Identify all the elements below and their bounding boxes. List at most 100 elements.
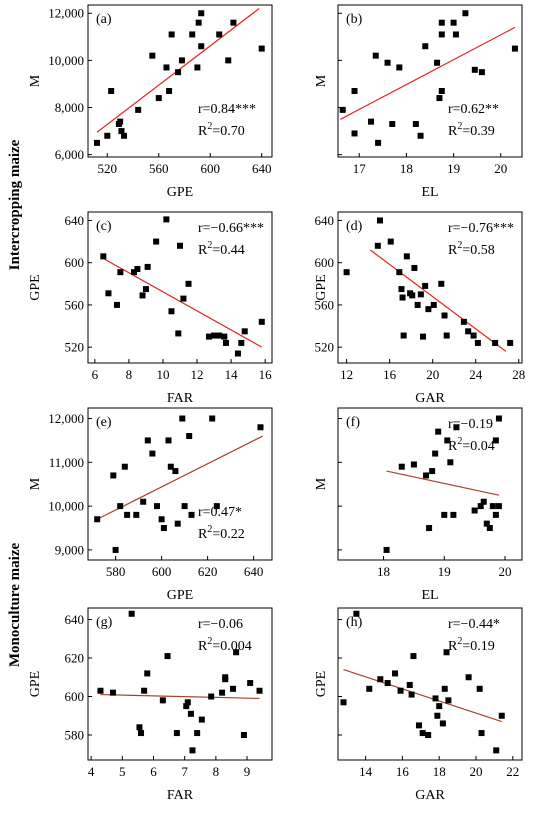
data-point (110, 472, 117, 479)
x-axis-label: EL (421, 588, 438, 603)
data-point (153, 238, 160, 245)
data-point (439, 720, 446, 727)
stat-r2: R2=0.19 (448, 636, 495, 654)
x-tick-label: 16 (259, 367, 273, 382)
data-point (441, 511, 448, 518)
data-point (154, 503, 160, 510)
x-tick-label: 18 (433, 764, 446, 779)
panel-h: 14 16 18 20 22 GAR GPE (h) r=−0.44* R2=0.19 (314, 607, 523, 803)
data-point (198, 716, 205, 723)
plot-frame (87, 607, 273, 761)
x-tick-label: 19 (438, 564, 451, 579)
data-point (387, 238, 394, 245)
data-point (478, 69, 485, 76)
y-tick-label: 12,000 (48, 6, 84, 21)
stat-r2-superscript: 2 (457, 240, 462, 251)
stat-r2-value: =0.44 (212, 243, 244, 258)
x-axis-label: GPE (167, 185, 193, 200)
y-tick-label: 8,000 (55, 100, 84, 115)
x-tick-label: 19 (447, 161, 460, 176)
y-axis-label: GPE (314, 274, 329, 300)
plot-frame (87, 407, 273, 561)
x-tick-label: 28 (512, 367, 525, 382)
row-title-monoculture: Monoculture maize (7, 542, 23, 668)
data-point (429, 468, 436, 475)
data-point (453, 424, 460, 431)
data-point (434, 59, 441, 66)
data-point (112, 546, 119, 553)
x-tick-label: 6 (92, 367, 99, 382)
data-point (113, 301, 120, 308)
data-point (198, 43, 205, 50)
data-point (159, 697, 166, 704)
data-point (498, 712, 505, 719)
data-point (216, 31, 223, 38)
data-point (435, 428, 442, 435)
x-tick-label: 600 (152, 564, 172, 579)
data-point (172, 468, 179, 475)
data-point (460, 318, 467, 325)
data-point (441, 685, 448, 692)
regression-line (103, 257, 263, 348)
data-point (230, 19, 237, 26)
panel-label: (f) (346, 415, 360, 430)
data-point (178, 57, 185, 64)
panel-label: (g) (96, 615, 113, 630)
data-point (105, 290, 112, 297)
data-point (134, 266, 141, 273)
data-point (462, 10, 469, 17)
data-point (117, 503, 124, 510)
data-point (507, 339, 514, 346)
y-tick-label: 640 (65, 213, 85, 228)
panel-label: (d) (346, 219, 363, 234)
data-point (489, 503, 496, 510)
data-point (131, 269, 137, 276)
data-point (258, 45, 265, 52)
x-tick-label: 14 (359, 764, 373, 779)
stat-r2-prefix: R (198, 124, 208, 139)
data-point (121, 132, 128, 139)
x-tick-label: 20 (494, 161, 507, 176)
data-point (406, 681, 413, 688)
data-point (233, 649, 240, 656)
data-point (208, 693, 215, 700)
data-point (425, 306, 432, 313)
data-point (216, 332, 223, 339)
data-point (195, 19, 202, 26)
data-point (168, 31, 175, 38)
data-point (471, 507, 478, 514)
data-point (221, 333, 228, 340)
data-point (100, 253, 107, 260)
x-tick-label: 7 (181, 764, 188, 779)
data-point (166, 88, 173, 95)
stat-r2-prefix: R (448, 639, 458, 654)
stat-r: r=0.62** (448, 102, 499, 117)
data-point (94, 516, 101, 523)
data-point (419, 730, 426, 737)
data-point (397, 687, 404, 694)
stat-r2-superscript: 2 (457, 121, 462, 132)
panel-g: 4 5 6 7 8 9 580 600 620 640 FAR GPE (g) r=−0.06 R2=0.0… (28, 607, 273, 803)
x-tick-label: 520 (98, 161, 118, 176)
data-point (247, 680, 254, 687)
data-point (164, 653, 171, 660)
y-tick-label: 620 (65, 651, 85, 666)
data-point (432, 450, 439, 457)
stat-r2: R2=0.22 (198, 524, 245, 542)
data-point (258, 318, 265, 325)
panel-label: (a) (96, 12, 112, 27)
x-tick-label: 22 (506, 764, 519, 779)
panel-label: (b) (346, 12, 363, 27)
stat-r: r=0.47* (198, 505, 242, 520)
data-point (177, 242, 183, 249)
plot-frame (337, 407, 523, 561)
y-tick-label: 10,000 (48, 499, 84, 514)
x-axis-label: EL (421, 185, 438, 200)
stat-r2-prefix: R (448, 124, 458, 139)
panel-label: (e) (96, 415, 112, 430)
y-tick-label: 10,000 (48, 53, 84, 68)
plot-frame (337, 4, 523, 158)
data-point (340, 699, 347, 706)
data-point (109, 689, 116, 696)
data-point (368, 118, 375, 125)
